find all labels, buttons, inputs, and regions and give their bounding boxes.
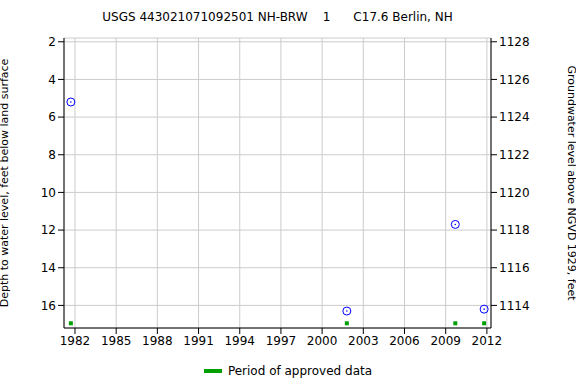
- svg-text:1122: 1122: [499, 148, 530, 162]
- svg-text:1994: 1994: [224, 334, 255, 348]
- svg-text:1118: 1118: [499, 223, 530, 237]
- svg-text:8: 8: [48, 148, 56, 162]
- svg-text:2012: 2012: [472, 334, 503, 348]
- svg-text:4: 4: [48, 73, 56, 87]
- html-text:Period of approved data: Period of approved data: [227, 364, 373, 378]
- svg-text:16: 16: [41, 299, 56, 313]
- svg-text:2000: 2000: [307, 334, 338, 348]
- svg-text:1988: 1988: [142, 334, 173, 348]
- svg-text:1997: 1997: [266, 334, 297, 348]
- svg-text:1120: 1120: [499, 186, 530, 200]
- svg-text:2: 2: [48, 35, 56, 49]
- svg-text:2006: 2006: [389, 334, 420, 348]
- svg-text:1124: 1124: [499, 110, 530, 124]
- svg-text:12: 12: [41, 223, 56, 237]
- svg-text:14: 14: [41, 261, 56, 275]
- svg-text:10: 10: [41, 186, 56, 200]
- svg-text:2009: 2009: [430, 334, 461, 348]
- html-text:USGS 443021071092501 NH-BRW 1: USGS 443021071092501 NH-BRW 1 C17.6 Berl…: [102, 10, 453, 24]
- svg-text:1128: 1128: [499, 35, 530, 49]
- svg-text:1126: 1126: [499, 73, 530, 87]
- svg-text:1114: 1114: [499, 299, 530, 313]
- svg-text:2003: 2003: [348, 334, 379, 348]
- svg-text:1982: 1982: [60, 334, 91, 348]
- svg-text:1985: 1985: [101, 334, 132, 348]
- svg-text:Groundwater level above NGVD 1: Groundwater level above NGVD 1929, feet: [565, 65, 568, 301]
- svg-text:1991: 1991: [183, 334, 214, 348]
- svg-text:1116: 1116: [499, 261, 530, 275]
- svg-text:6: 6: [48, 110, 56, 124]
- svg-text:Depth to water level, feet bel: Depth to water level, feet below land su…: [8, 58, 11, 307]
